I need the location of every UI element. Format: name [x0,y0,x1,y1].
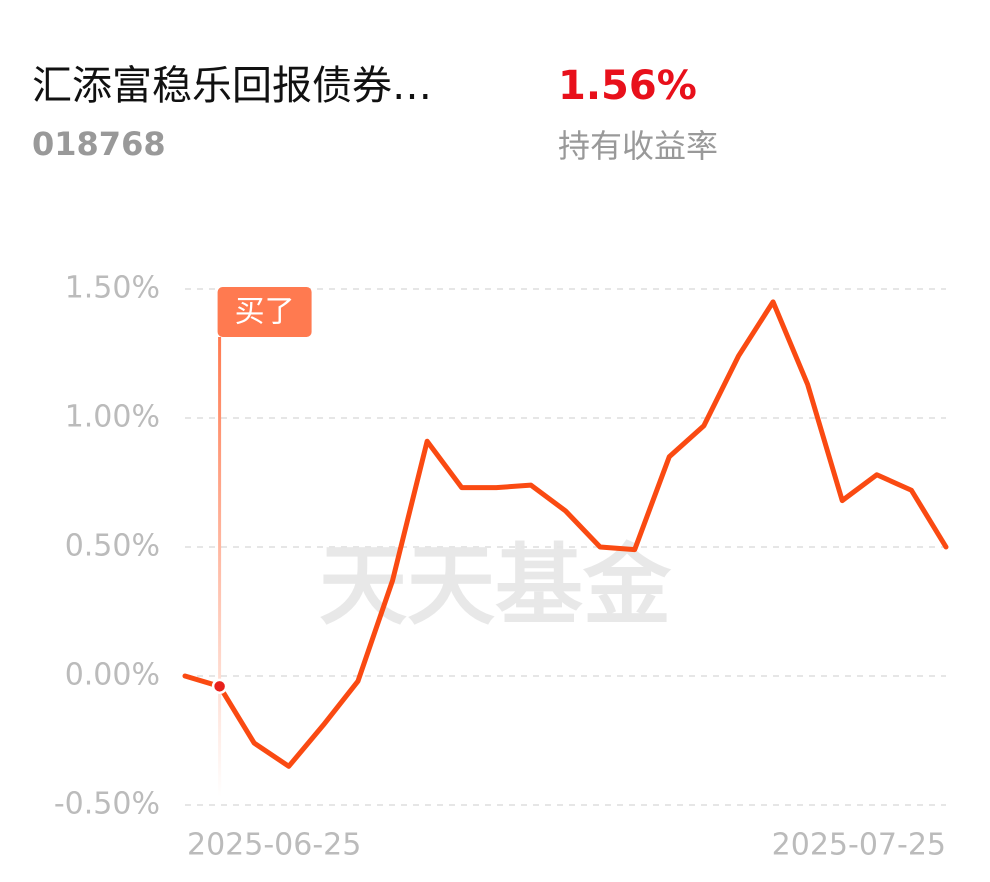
fund-title: 汇添富稳乐回报债券… [32,63,432,109]
y-tick-label: 0.00% [65,658,160,693]
return-label: 持有收益率 [558,127,718,165]
y-tick-label: -0.50% [54,787,160,822]
line [182,299,949,769]
y-tick-label: 1.00% [65,400,160,435]
x-tick-label: 2025-06-25 [187,828,361,863]
y-tick-label: 1.50% [65,271,160,306]
fund-code: 018768 [32,125,166,163]
x-tick-label: 2025-07-25 [772,828,946,863]
buy-tag [217,287,312,337]
buy-tag-text: 买了 [235,295,295,330]
buy-guide [218,337,222,797]
buy-point [211,678,228,695]
y-tick-label: 0.50% [65,529,160,564]
return-value: 1.56% [558,63,697,109]
